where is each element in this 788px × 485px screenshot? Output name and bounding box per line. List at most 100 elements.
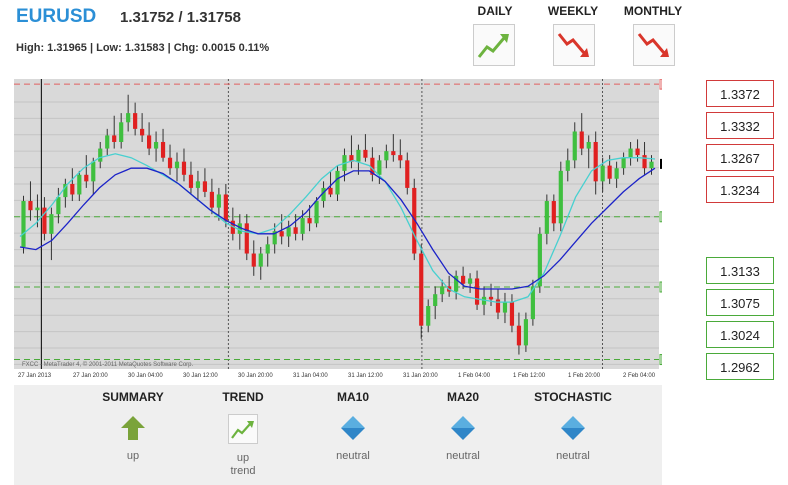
candle-body bbox=[70, 183, 75, 195]
resistance-level: 1.3267 bbox=[706, 144, 774, 171]
trend-down-icon bbox=[633, 24, 675, 66]
candle-body bbox=[544, 201, 549, 234]
indicator-value: neutral bbox=[336, 450, 370, 462]
level-tag bbox=[659, 354, 662, 366]
candle-body bbox=[502, 302, 508, 313]
support-level: 1.3024 bbox=[706, 321, 774, 348]
candle-body bbox=[440, 286, 445, 295]
indicator-name: MA20 bbox=[446, 390, 479, 404]
candle-body bbox=[84, 174, 89, 182]
candle-body bbox=[112, 135, 117, 142]
candle-body bbox=[133, 113, 138, 129]
candle-body bbox=[488, 296, 494, 300]
candle-body bbox=[181, 161, 187, 175]
candle-body bbox=[167, 157, 173, 169]
resistance-level: 1.3372 bbox=[706, 80, 774, 107]
candle-body bbox=[349, 155, 354, 162]
candle-body bbox=[495, 299, 501, 313]
indicator-name: TREND bbox=[222, 390, 264, 404]
candle-body bbox=[377, 160, 382, 175]
x-tick-label: 27 Jan 20:00 bbox=[73, 373, 108, 379]
indicator-value: up bbox=[126, 450, 140, 462]
candle-body bbox=[188, 174, 194, 188]
candle-body bbox=[635, 148, 640, 156]
indicator-panel: SUMMARY up TREND up trend MA10 neutral MA… bbox=[14, 385, 662, 485]
x-tick-label: 31 Jan 12:00 bbox=[348, 373, 383, 379]
candle-body bbox=[77, 174, 82, 195]
candle-body bbox=[579, 131, 584, 149]
candle-body bbox=[516, 325, 522, 346]
x-tick-label: 30 Jan 12:00 bbox=[183, 373, 218, 379]
level-tag bbox=[659, 79, 662, 90]
timeframe-monthly-label: MONTHLY bbox=[623, 4, 683, 18]
candle-body bbox=[63, 183, 68, 198]
indicator-stochastic: STOCHASTIC neutral bbox=[518, 385, 628, 463]
candle-body bbox=[586, 141, 591, 149]
candle-body bbox=[461, 275, 466, 284]
candle-body bbox=[649, 161, 654, 169]
indicator-ma20: MA20 neutral bbox=[408, 385, 518, 463]
candle-body bbox=[642, 155, 647, 169]
candle-body bbox=[174, 161, 180, 169]
candle-body bbox=[300, 218, 305, 234]
level-tag bbox=[659, 281, 662, 293]
indicator-value: neutral bbox=[446, 450, 480, 462]
candle-body bbox=[293, 227, 298, 234]
indicator-name: MA10 bbox=[336, 390, 369, 404]
ma-slow-line bbox=[19, 167, 656, 290]
price-chart[interactable]: 1.323411.313301.307951.302421.322051.320… bbox=[14, 79, 662, 379]
candle-body bbox=[593, 141, 598, 182]
indicator-name: STOCHASTIC bbox=[534, 390, 612, 404]
price-axis-background bbox=[659, 79, 662, 379]
time-axis-background bbox=[14, 369, 659, 379]
candle-body bbox=[363, 149, 368, 158]
candlestick-chart-svg[interactable]: 1.323411.313301.307951.302421.322051.320… bbox=[14, 79, 662, 379]
candle-body bbox=[467, 278, 473, 284]
indicator-value: neutral bbox=[556, 450, 590, 462]
candle-body bbox=[565, 160, 570, 171]
candle-body bbox=[105, 135, 110, 149]
x-tick-label: 1 Feb 04:00 bbox=[458, 373, 491, 379]
x-tick-label: 31 Jan 04:00 bbox=[293, 373, 328, 379]
candle-body bbox=[286, 227, 291, 237]
support-level: 1.3075 bbox=[706, 289, 774, 316]
candle-body bbox=[153, 141, 159, 149]
x-tick-label: 2 Feb 04:00 bbox=[623, 373, 656, 379]
candle-body bbox=[160, 141, 166, 158]
trend-up-icon bbox=[473, 24, 515, 66]
candle-body bbox=[272, 231, 277, 245]
indicator-name: SUMMARY bbox=[102, 390, 164, 404]
candle-body bbox=[98, 148, 103, 162]
x-tick-label: 1 Feb 12:00 bbox=[513, 373, 546, 379]
candle-body bbox=[42, 207, 47, 234]
indicator-summary: SUMMARY up bbox=[78, 385, 188, 463]
candle-body bbox=[223, 194, 228, 221]
candle-body bbox=[537, 233, 542, 287]
candle-body bbox=[614, 168, 619, 179]
candle-body bbox=[209, 191, 214, 208]
x-tick-label: 27 Jan 2013 bbox=[18, 373, 52, 379]
candle-body bbox=[28, 201, 33, 211]
candle-body bbox=[140, 128, 145, 136]
candle-body bbox=[391, 151, 396, 156]
candle-body bbox=[147, 135, 152, 149]
candle-body bbox=[119, 122, 124, 142]
ma-fast-line bbox=[19, 153, 656, 303]
candle-body bbox=[244, 223, 249, 254]
candle-body bbox=[509, 302, 515, 326]
timeframe-daily-label: DAILY bbox=[477, 4, 513, 18]
candle-body bbox=[370, 157, 375, 175]
candle-body bbox=[530, 286, 535, 320]
candle-body bbox=[481, 296, 487, 305]
price-stats: High: 1.31965 | Low: 1.31583 | Chg: 0.00… bbox=[16, 42, 270, 54]
candle-body bbox=[195, 181, 201, 188]
candle-body bbox=[572, 131, 577, 161]
timeframe-weekly-label: WEEKLY bbox=[547, 4, 599, 18]
trend-down-icon bbox=[553, 24, 595, 66]
candle-body bbox=[426, 306, 431, 326]
candle-body bbox=[251, 253, 256, 267]
candle-body bbox=[49, 214, 54, 234]
support-level: 1.3133 bbox=[706, 257, 774, 284]
candle-body bbox=[474, 278, 480, 305]
candle-body bbox=[35, 207, 40, 211]
